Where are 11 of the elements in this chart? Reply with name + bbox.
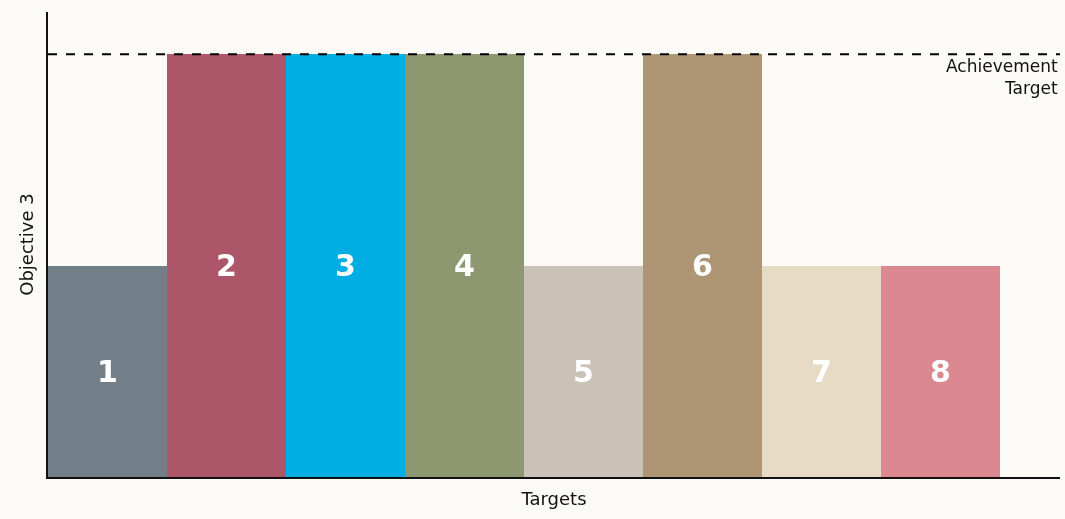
x-tick-label: 8 <box>930 354 951 389</box>
y-axis-title: Objective 3 <box>15 193 37 296</box>
x-tick-label: 4 <box>454 248 475 283</box>
ref-line-label: Achievement Target <box>946 56 1058 99</box>
x-tick-label: 7 <box>811 354 832 389</box>
x-tick-label: 5 <box>573 354 594 389</box>
x-axis-title: Targets <box>520 487 587 509</box>
x-tick-label: 3 <box>335 248 356 283</box>
x-tick-label: 6 <box>692 248 713 283</box>
x-tick-label: 1 <box>97 354 118 389</box>
x-tick-label: 2 <box>216 248 237 283</box>
